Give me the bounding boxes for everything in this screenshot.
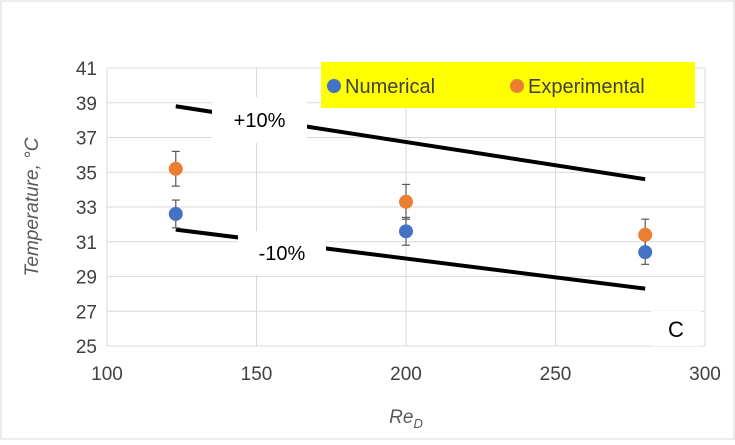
x-tick-label: 200: [390, 364, 422, 385]
y-tick-label: 25: [76, 337, 97, 358]
legend-label: Experimental: [528, 76, 645, 98]
y-tick-label: 31: [76, 233, 97, 254]
x-tick-label: 300: [689, 364, 721, 385]
panel-label-box: [651, 311, 701, 346]
data-point-experimental: [638, 227, 653, 242]
x-axis-title: ReD: [389, 407, 423, 431]
x-tick-label: 100: [91, 364, 123, 385]
y-axis-title: Temperature, °C: [22, 137, 43, 276]
bound-label-box: [212, 97, 307, 143]
legend: Numerical Experimental: [321, 62, 695, 108]
x-tick-label: 250: [540, 364, 572, 385]
legend-background: [321, 62, 695, 108]
bound-label: -10%: [259, 243, 306, 265]
axes: 25 27 29 31 33 35 37 39 41 100 150 200 250 300 Tempera…: [22, 59, 721, 431]
y-tick-label: 29: [76, 268, 97, 289]
x-axis-title-subscript: D: [413, 416, 422, 431]
x-tick-label: 150: [241, 364, 273, 385]
y-tick-label: 39: [76, 94, 97, 115]
bound-label-box: [238, 231, 326, 275]
panel-label: C: [668, 317, 684, 342]
data-points: [168, 150, 653, 265]
data-point-experimental: [168, 161, 183, 176]
y-tick-label: 37: [76, 129, 97, 150]
x-axis-title-main: Re: [389, 407, 413, 428]
y-tick-label: 27: [76, 302, 97, 323]
legend-marker: [510, 79, 524, 93]
annotations: +10% -10% C: [212, 97, 701, 346]
data-point-numerical: [399, 224, 413, 239]
data-point-numerical: [168, 206, 183, 221]
y-tick-label: 41: [76, 59, 97, 80]
data-point-experimental: [399, 194, 413, 209]
legend-marker: [327, 79, 341, 93]
bound-label: +10%: [234, 110, 286, 132]
y-tick-label: 33: [76, 198, 97, 219]
legend-label: Numerical: [345, 76, 435, 98]
data-point-numerical: [638, 245, 653, 260]
y-tick-label: 35: [76, 163, 97, 184]
